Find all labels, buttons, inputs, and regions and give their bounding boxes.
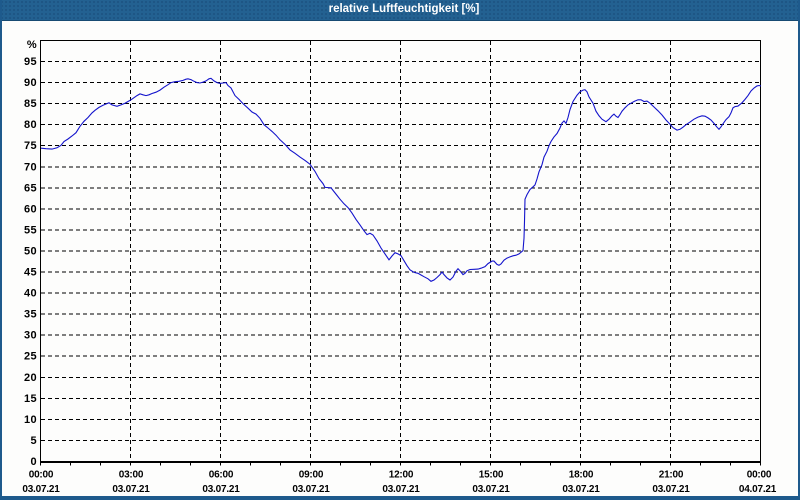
svg-text:03.07.21: 03.07.21: [382, 484, 420, 495]
svg-text:06:00: 06:00: [209, 470, 234, 481]
svg-text:55: 55: [24, 224, 37, 236]
svg-text:03.07.21: 03.07.21: [472, 484, 510, 495]
svg-text:0: 0: [30, 456, 37, 468]
svg-text:5: 5: [30, 435, 37, 447]
svg-text:75: 75: [24, 140, 37, 152]
svg-text:40: 40: [24, 288, 37, 300]
svg-text:15:00: 15:00: [479, 470, 504, 481]
svg-text:85: 85: [24, 98, 37, 110]
svg-text:21:00: 21:00: [659, 470, 684, 481]
svg-text:70: 70: [24, 161, 37, 173]
svg-text:65: 65: [24, 182, 37, 194]
svg-text:10: 10: [24, 414, 37, 426]
svg-text:20: 20: [24, 372, 37, 384]
svg-text:00:00: 00:00: [29, 470, 54, 481]
svg-text:03.07.21: 03.07.21: [202, 484, 240, 495]
svg-text:50: 50: [24, 246, 37, 258]
svg-text:45: 45: [24, 267, 37, 279]
svg-text:80: 80: [24, 119, 37, 131]
svg-text:90: 90: [24, 77, 37, 89]
svg-text:03:00: 03:00: [119, 470, 144, 481]
svg-text:03.07.21: 03.07.21: [292, 484, 330, 495]
svg-text:04.07.21: 04.07.21: [739, 484, 777, 495]
svg-text:03.07.21: 03.07.21: [652, 484, 690, 495]
svg-text:03.07.21: 03.07.21: [22, 484, 60, 495]
svg-text:25: 25: [24, 351, 37, 363]
svg-text:18:00: 18:00: [569, 470, 594, 481]
svg-text:03.07.21: 03.07.21: [112, 484, 150, 495]
svg-text:12:00: 12:00: [389, 470, 414, 481]
svg-text:15: 15: [24, 393, 37, 405]
svg-text:03.07.21: 03.07.21: [562, 484, 600, 495]
svg-text:09:00: 09:00: [299, 470, 324, 481]
svg-text:35: 35: [24, 309, 37, 321]
svg-text:00:00: 00:00: [747, 470, 772, 481]
svg-text:30: 30: [24, 330, 37, 342]
svg-text:95: 95: [24, 56, 37, 68]
svg-text:60: 60: [24, 203, 37, 215]
svg-text:%: %: [27, 39, 37, 51]
